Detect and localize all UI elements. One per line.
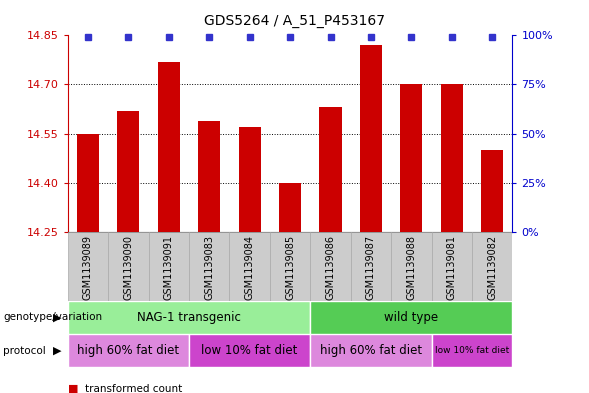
Text: GSM1139082: GSM1139082 <box>487 235 497 300</box>
Bar <box>310 334 432 367</box>
Text: GSM1139083: GSM1139083 <box>204 235 214 300</box>
Bar <box>401 84 422 232</box>
Bar <box>198 121 220 232</box>
Text: protocol: protocol <box>3 346 46 356</box>
Text: GSM1139091: GSM1139091 <box>164 235 174 300</box>
Text: ▶: ▶ <box>54 312 62 322</box>
Text: GSM1139085: GSM1139085 <box>285 235 295 300</box>
Text: GSM1139086: GSM1139086 <box>326 235 336 300</box>
Bar <box>432 232 472 301</box>
Bar <box>77 134 99 232</box>
Text: genotype/variation: genotype/variation <box>3 312 102 322</box>
Bar <box>279 183 301 232</box>
Text: high 60% fat diet: high 60% fat diet <box>320 344 422 357</box>
Bar <box>310 232 350 301</box>
Bar <box>189 334 310 367</box>
Text: transformed count: transformed count <box>85 384 183 393</box>
Text: GDS5264 / A_51_P453167: GDS5264 / A_51_P453167 <box>204 14 385 28</box>
Bar <box>360 45 382 232</box>
Bar <box>68 301 310 334</box>
Text: GSM1139084: GSM1139084 <box>244 235 254 300</box>
Bar <box>441 84 463 232</box>
Bar <box>148 232 189 301</box>
Bar <box>68 232 108 301</box>
Text: NAG-1 transgenic: NAG-1 transgenic <box>137 311 241 324</box>
Bar <box>319 107 342 232</box>
Bar <box>481 150 504 232</box>
Bar <box>310 301 512 334</box>
Text: GSM1139090: GSM1139090 <box>123 235 133 300</box>
Bar <box>239 127 261 232</box>
Text: wild type: wild type <box>384 311 438 324</box>
Text: GSM1139087: GSM1139087 <box>366 235 376 300</box>
Bar <box>158 62 180 232</box>
Text: GSM1139088: GSM1139088 <box>406 235 416 300</box>
Bar <box>108 232 148 301</box>
Text: ▶: ▶ <box>54 346 62 356</box>
Bar <box>230 232 270 301</box>
Text: ■: ■ <box>68 384 78 393</box>
Bar <box>189 232 230 301</box>
Bar <box>350 232 391 301</box>
Bar <box>432 334 512 367</box>
Text: GSM1139081: GSM1139081 <box>447 235 457 300</box>
Text: GSM1139089: GSM1139089 <box>83 235 93 300</box>
Bar <box>117 111 140 232</box>
Text: low 10% fat diet: low 10% fat diet <box>435 346 509 355</box>
Bar <box>270 232 310 301</box>
Bar <box>68 334 189 367</box>
Bar <box>391 232 432 301</box>
Text: low 10% fat diet: low 10% fat diet <box>201 344 298 357</box>
Text: high 60% fat diet: high 60% fat diet <box>77 344 180 357</box>
Bar <box>472 232 512 301</box>
